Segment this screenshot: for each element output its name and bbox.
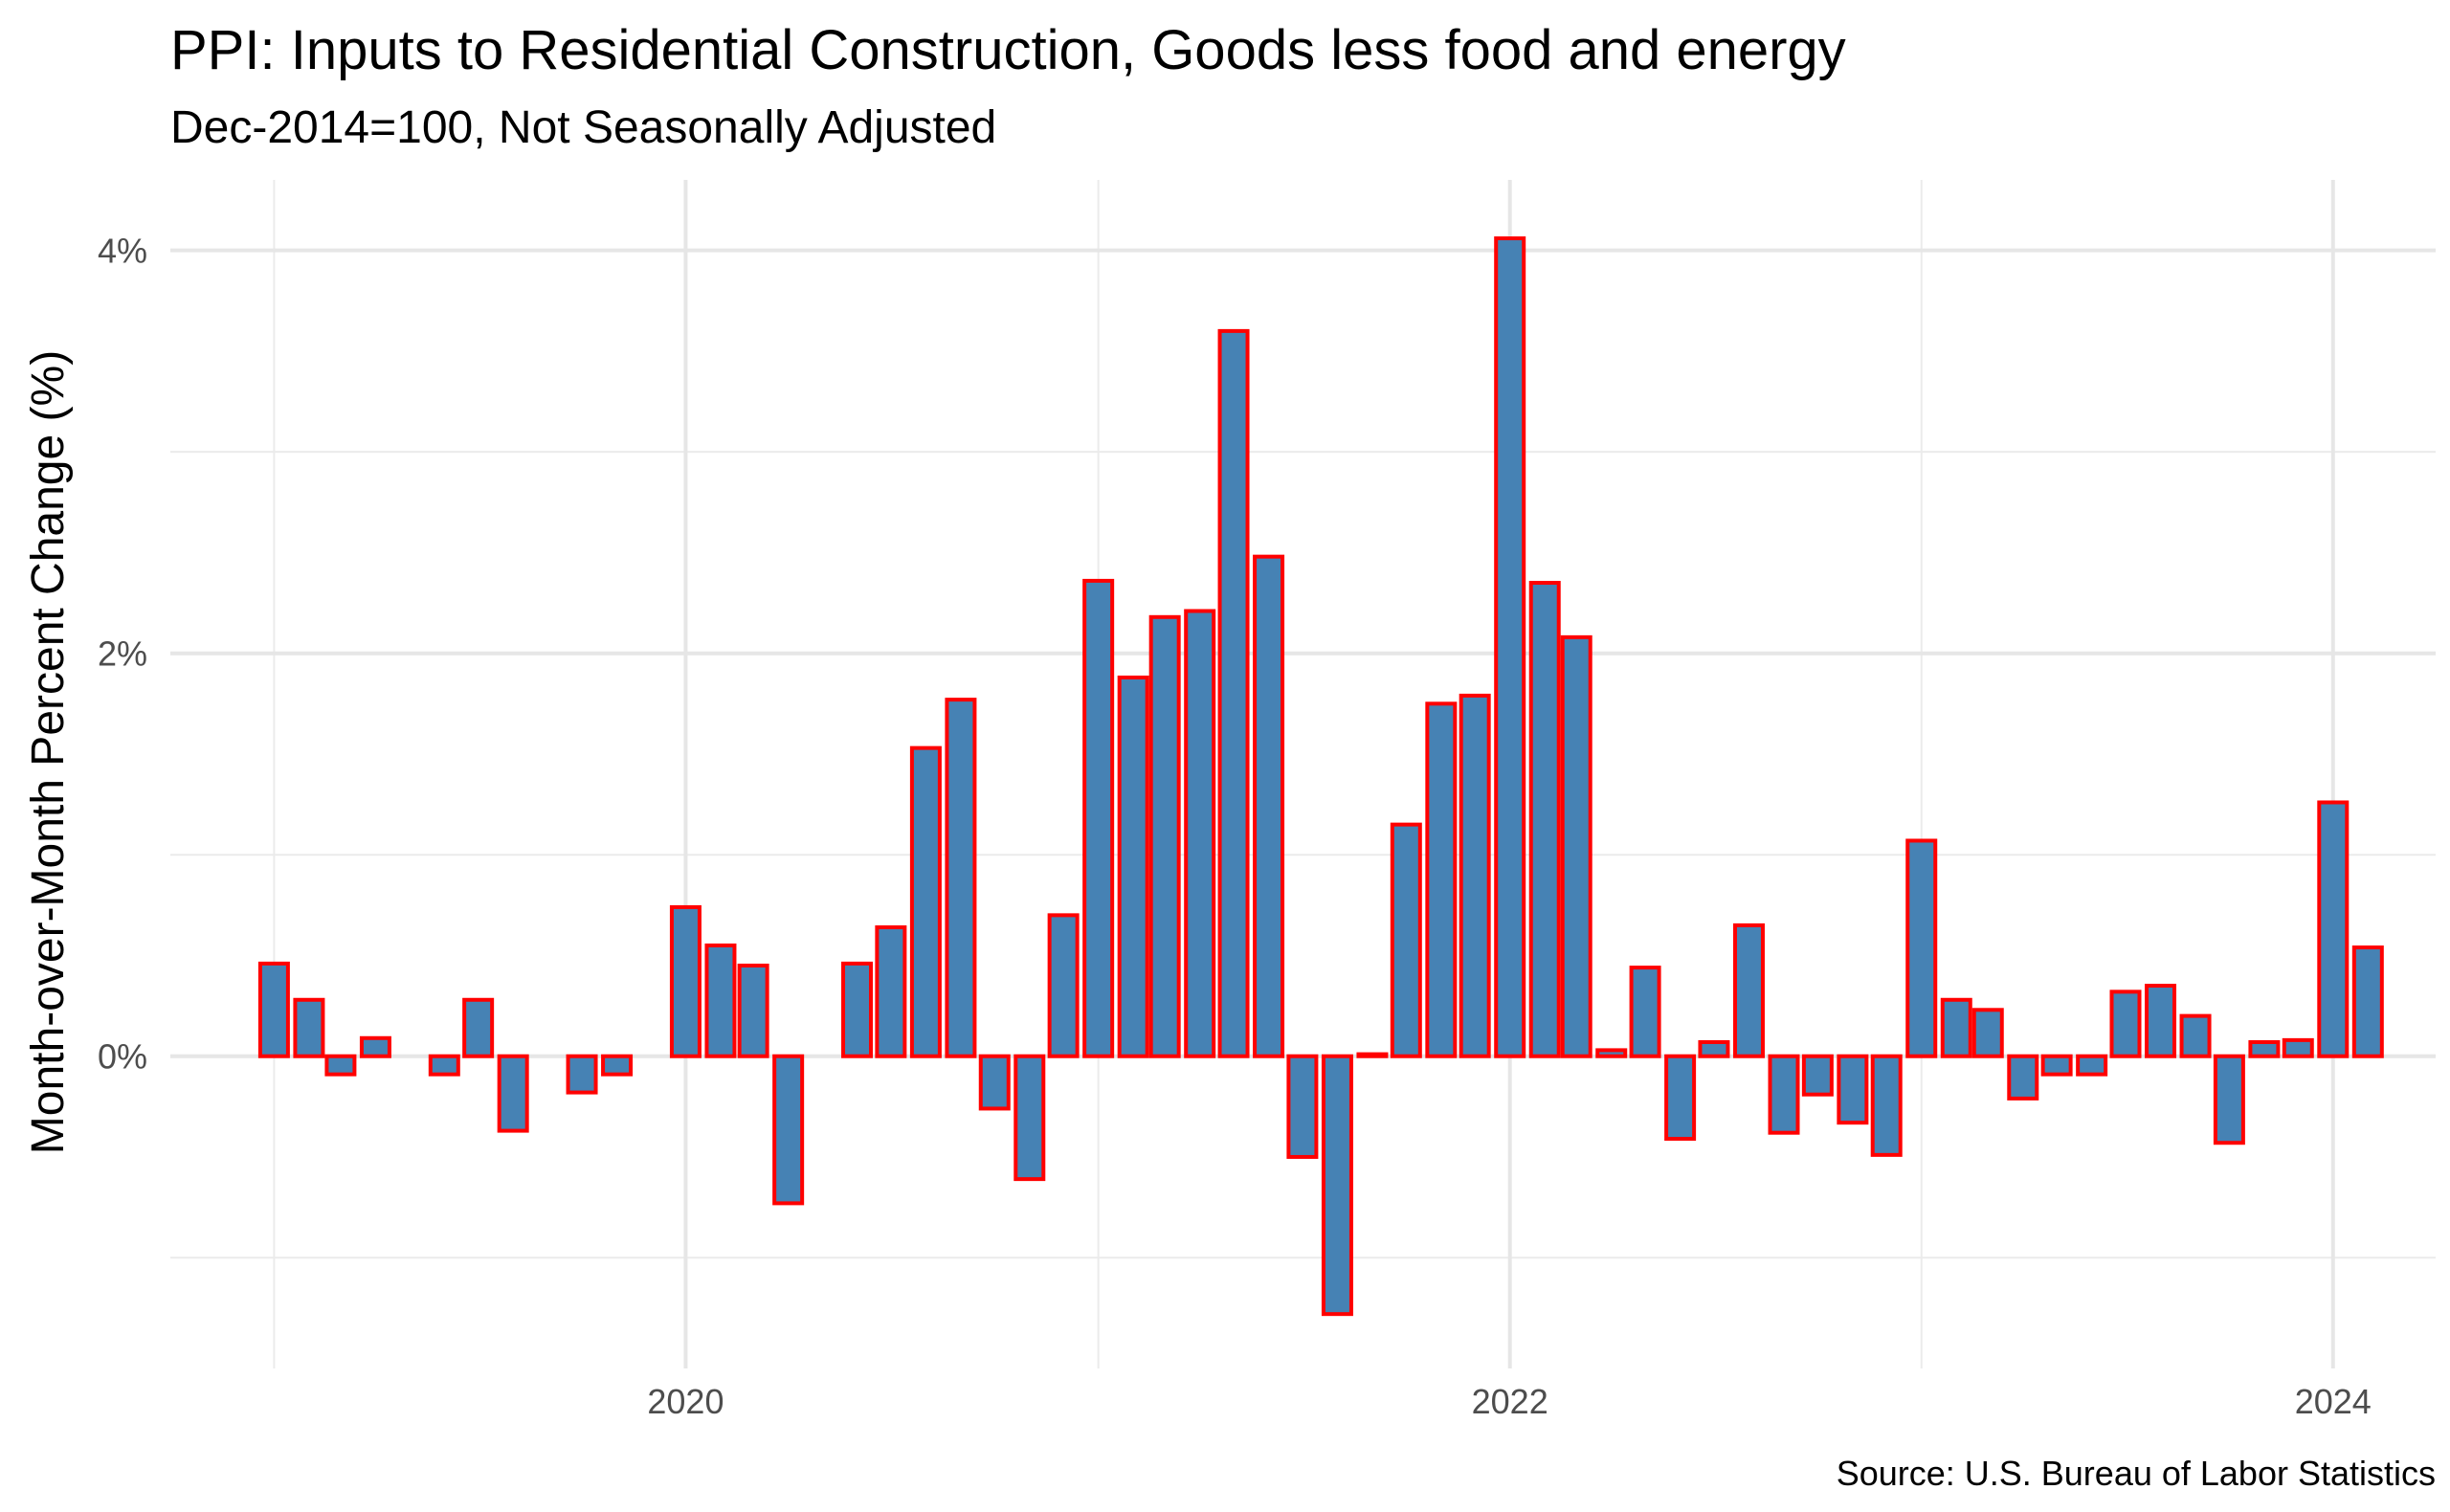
y-axis-title: Month-over-Month Percent Change (%) — [23, 350, 74, 1154]
bar — [1047, 913, 1080, 1058]
bar — [2248, 1039, 2281, 1058]
bar — [1184, 609, 1216, 1058]
bar — [497, 1054, 529, 1133]
bar — [1837, 1054, 1869, 1125]
bar — [704, 943, 737, 1058]
bar — [1148, 614, 1181, 1058]
bar — [1356, 1052, 1389, 1058]
bar — [2109, 989, 2142, 1058]
bar — [737, 963, 769, 1058]
bar — [2076, 1054, 2108, 1077]
bar — [1425, 701, 1458, 1058]
bar — [1528, 581, 1561, 1058]
bar — [1768, 1054, 1800, 1135]
bar — [1698, 1039, 1730, 1058]
x-tick-label: 2020 — [647, 1382, 724, 1421]
bar — [428, 1054, 460, 1077]
bar — [1629, 966, 1661, 1058]
bar — [1390, 822, 1422, 1058]
bar — [945, 698, 977, 1058]
bar — [1013, 1054, 1046, 1182]
bar — [1971, 1008, 2004, 1058]
bar — [2007, 1054, 2039, 1101]
bar — [2282, 1037, 2314, 1058]
tick-layer: 2020 2022 2024 0% 2% 4% — [98, 232, 2372, 1421]
grid-layer — [170, 180, 2436, 1368]
bar — [1117, 675, 1149, 1058]
source-caption: Source: U.S. Bureau of Labor Statistics — [1837, 1454, 2436, 1493]
bar — [1560, 634, 1592, 1058]
bar — [2179, 1013, 2212, 1058]
bar — [359, 1035, 391, 1058]
x-tick-label: 2024 — [2295, 1382, 2372, 1421]
bar — [1286, 1054, 1319, 1159]
bar — [875, 924, 907, 1058]
bar — [1459, 693, 1491, 1058]
bar — [293, 997, 325, 1058]
x-tick-label: 2022 — [1472, 1382, 1548, 1421]
bar — [1664, 1054, 1697, 1142]
bar — [2213, 1054, 2245, 1145]
bar — [2351, 945, 2384, 1058]
chart-subtitle: Dec-2014=100, Not Seasonally Adjusted — [170, 102, 996, 153]
bar — [2145, 984, 2177, 1058]
y-tick-label: 2% — [98, 634, 147, 674]
bar — [978, 1054, 1011, 1111]
bar — [2317, 800, 2350, 1058]
bar — [1940, 997, 1972, 1058]
bar — [1082, 578, 1115, 1058]
bar — [772, 1054, 805, 1206]
bar — [462, 997, 495, 1058]
bar — [324, 1054, 357, 1077]
bar — [257, 961, 290, 1058]
chart-title: PPI: Inputs to Residential Construction,… — [170, 19, 1846, 81]
bar — [2040, 1054, 2073, 1077]
y-tick-label: 4% — [98, 232, 147, 271]
bar — [1595, 1048, 1628, 1058]
bar — [1494, 236, 1526, 1058]
bar — [909, 745, 942, 1058]
bar — [841, 961, 874, 1058]
bar — [1905, 838, 1938, 1058]
bar — [566, 1054, 598, 1095]
bar — [1217, 328, 1250, 1058]
bar-layer — [257, 236, 2384, 1317]
y-tick-label: 0% — [98, 1037, 147, 1077]
bar — [669, 904, 702, 1058]
bar — [1732, 923, 1765, 1058]
bar — [1321, 1054, 1353, 1317]
bar — [601, 1054, 634, 1077]
bar — [1253, 554, 1285, 1058]
bar — [1801, 1054, 1834, 1097]
bar — [1870, 1054, 1903, 1157]
